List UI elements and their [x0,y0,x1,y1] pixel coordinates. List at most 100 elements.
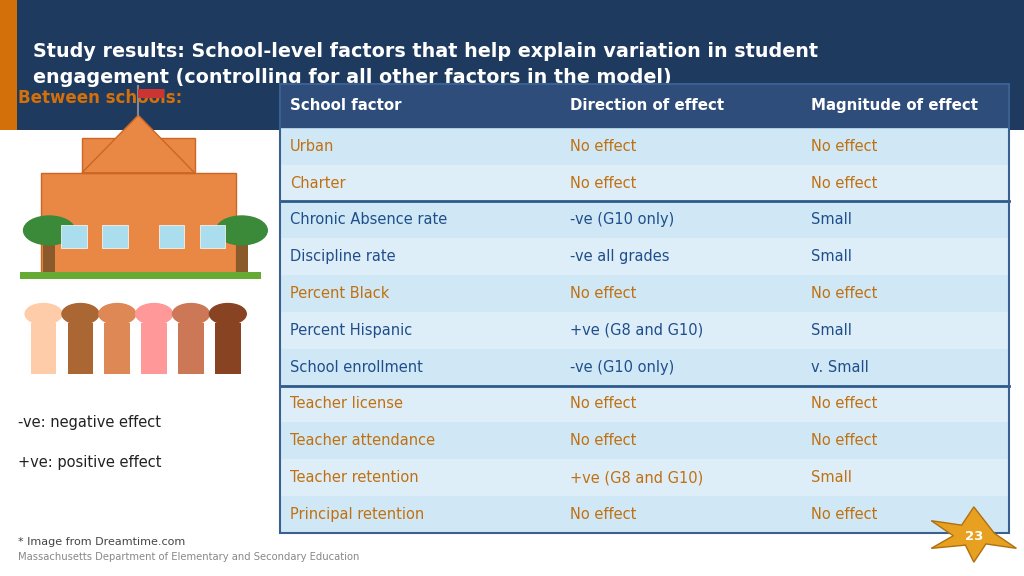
Text: Percent Black: Percent Black [290,286,389,301]
Text: No effect: No effect [811,433,878,448]
Bar [104,323,130,374]
Bar [82,138,195,173]
Text: +ve: positive effect: +ve: positive effect [18,455,162,470]
Bar [61,225,87,248]
Bar [102,225,128,248]
Bar [141,323,167,374]
Bar [280,312,560,348]
Bar [0,130,280,576]
Text: No effect: No effect [570,507,637,522]
Text: No effect: No effect [570,139,637,154]
Bar [560,385,801,422]
Text: -ve all grades: -ve all grades [570,249,670,264]
Circle shape [216,216,267,245]
Text: No effect: No effect [811,139,878,154]
Bar [215,323,241,374]
Circle shape [61,304,98,324]
Text: Study results: School-level factors that help explain variation in student
engag: Study results: School-level factors that… [33,43,818,87]
Bar [68,323,93,374]
Circle shape [98,304,135,324]
Bar [280,238,560,275]
Text: Discipline rate: Discipline rate [290,249,395,264]
Text: * Image from Dreamtime.com: * Image from Dreamtime.com [18,537,185,547]
Text: No effect: No effect [811,176,878,191]
Bar [280,459,560,496]
Text: Chronic Absence rate: Chronic Absence rate [290,213,447,228]
Text: No effect: No effect [570,286,637,301]
Text: Teacher retention: Teacher retention [290,470,419,485]
Bar [801,202,1009,238]
Bar [0,0,17,130]
Polygon shape [931,507,1017,562]
Bar [280,128,560,165]
Bar [43,242,55,276]
Bar [280,422,560,459]
Text: No effect: No effect [811,286,878,301]
Bar [801,128,1009,165]
Text: Massachusetts Department of Elementary and Secondary Education: Massachusetts Department of Elementary a… [18,552,359,562]
Bar [200,225,225,248]
Text: No effect: No effect [811,507,878,522]
Bar [159,225,184,248]
Bar [801,496,1009,533]
Circle shape [135,304,172,324]
Bar [560,84,801,128]
Bar [280,348,560,385]
Bar [20,272,261,279]
Circle shape [172,304,209,324]
Text: No effect: No effect [570,433,637,448]
Text: Small: Small [811,213,852,228]
Text: Small: Small [811,470,852,485]
Text: School enrollment: School enrollment [290,359,423,374]
Text: -ve: negative effect: -ve: negative effect [18,415,162,430]
Text: No effect: No effect [811,396,878,411]
Polygon shape [82,115,195,173]
Bar [801,238,1009,275]
Text: Direction of effect: Direction of effect [570,98,725,113]
Bar [801,422,1009,459]
Bar [41,173,236,276]
Bar [280,84,1009,533]
Text: Principal retention: Principal retention [290,507,424,522]
Bar [801,165,1009,202]
Bar [280,165,560,202]
Text: No effect: No effect [570,176,637,191]
Bar [280,84,560,128]
Bar [560,238,801,275]
Text: Small: Small [811,323,852,338]
Bar [560,275,801,312]
Text: Teacher attendance: Teacher attendance [290,433,435,448]
Text: -ve (G10 only): -ve (G10 only) [570,213,675,228]
Circle shape [24,216,75,245]
Text: Percent Hispanic: Percent Hispanic [290,323,412,338]
Bar [801,459,1009,496]
Bar [560,202,801,238]
Circle shape [210,304,246,324]
Text: School factor: School factor [290,98,401,113]
Text: Urban: Urban [290,139,334,154]
Bar [0,0,1024,130]
Bar [560,128,801,165]
Text: +ve (G8 and G10): +ve (G8 and G10) [570,323,703,338]
Bar [280,385,560,422]
Bar [31,323,56,374]
Bar [178,323,204,374]
Bar [236,242,248,276]
Bar [801,348,1009,385]
Bar [560,496,801,533]
Bar [560,459,801,496]
Text: Charter: Charter [290,176,345,191]
Text: +ve (G8 and G10): +ve (G8 and G10) [570,470,703,485]
Circle shape [25,304,61,324]
Text: Small: Small [811,249,852,264]
Text: No effect: No effect [570,396,637,411]
Text: 23: 23 [965,530,983,543]
Bar [560,422,801,459]
Text: v. Small: v. Small [811,359,868,374]
Bar [560,348,801,385]
Bar [801,385,1009,422]
Text: Teacher license: Teacher license [290,396,402,411]
Bar [138,89,164,98]
Bar [280,496,560,533]
Bar [280,202,560,238]
